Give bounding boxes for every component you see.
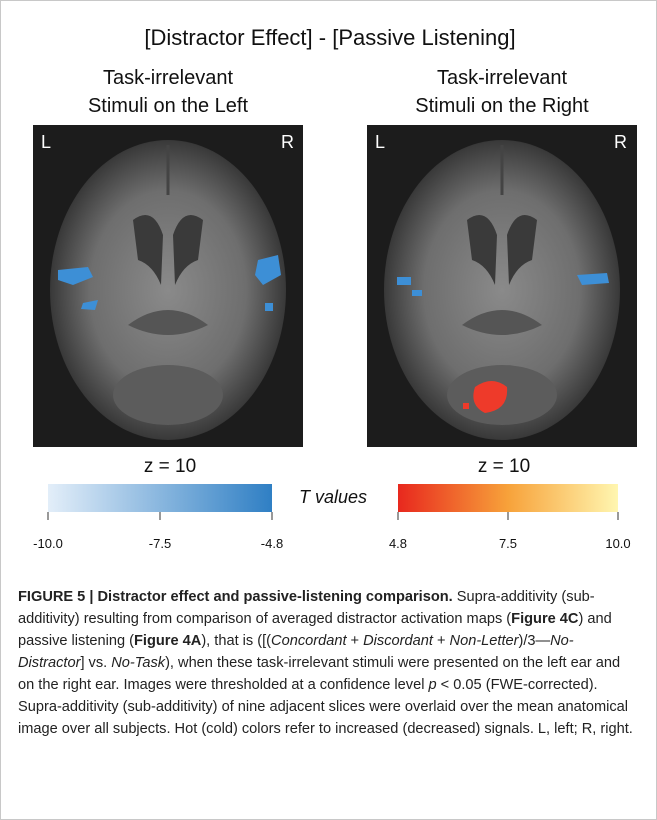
- side-label: L: [41, 132, 51, 152]
- side-label: R: [614, 132, 627, 152]
- caption-text: ), that is ([(: [201, 633, 271, 649]
- caption-text: )/3—: [519, 633, 551, 649]
- brain-slice: [33, 125, 303, 447]
- slice-label: z = 10: [478, 456, 530, 477]
- caption-text: No-Task: [111, 655, 165, 671]
- brain-slice: [367, 125, 637, 447]
- colorbar-tick-label: -7.5: [149, 536, 171, 551]
- caption-text: Concordant: [271, 633, 346, 649]
- colorbar-tick-label: -4.8: [261, 536, 283, 551]
- panel-title: Task-irrelevant: [103, 67, 233, 89]
- figure-title: [Distractor Effect] - [Passive Listening…: [144, 25, 515, 50]
- side-label: R: [281, 132, 294, 152]
- slice-label: z = 10: [144, 456, 196, 477]
- caption-text: Non-Letter: [450, 633, 519, 649]
- panel-title: Stimuli on the Right: [415, 95, 589, 117]
- colorbar-tick-label: 7.5: [499, 536, 517, 551]
- colorbar-tick-label: -10.0: [33, 536, 63, 551]
- caption-text: Figure 4C: [511, 611, 578, 627]
- caption-text: +: [433, 633, 450, 649]
- caption-text: ] vs.: [80, 655, 111, 671]
- colorbar-hot: [398, 484, 618, 512]
- caption-text: p: [429, 677, 437, 693]
- side-label: L: [375, 132, 385, 152]
- panel-title: Stimuli on the Left: [88, 95, 249, 117]
- caption-title: FIGURE 5 | Distractor effect and passive…: [18, 589, 453, 605]
- caption: FIGURE 5 | Distractor effect and passive…: [18, 586, 640, 740]
- colorbar-cold: [48, 484, 272, 512]
- colorbar-tick-label: 4.8: [389, 536, 407, 551]
- colorbar-tick-label: 10.0: [605, 536, 630, 551]
- colorbar-label: T values: [299, 487, 367, 507]
- caption-text: +: [347, 633, 364, 649]
- caption-text: Discordant: [363, 633, 433, 649]
- panel-title: Task-irrelevant: [437, 67, 567, 89]
- caption-text: Figure 4A: [134, 633, 201, 649]
- figure: [Distractor Effect] - [Passive Listening…: [0, 0, 657, 575]
